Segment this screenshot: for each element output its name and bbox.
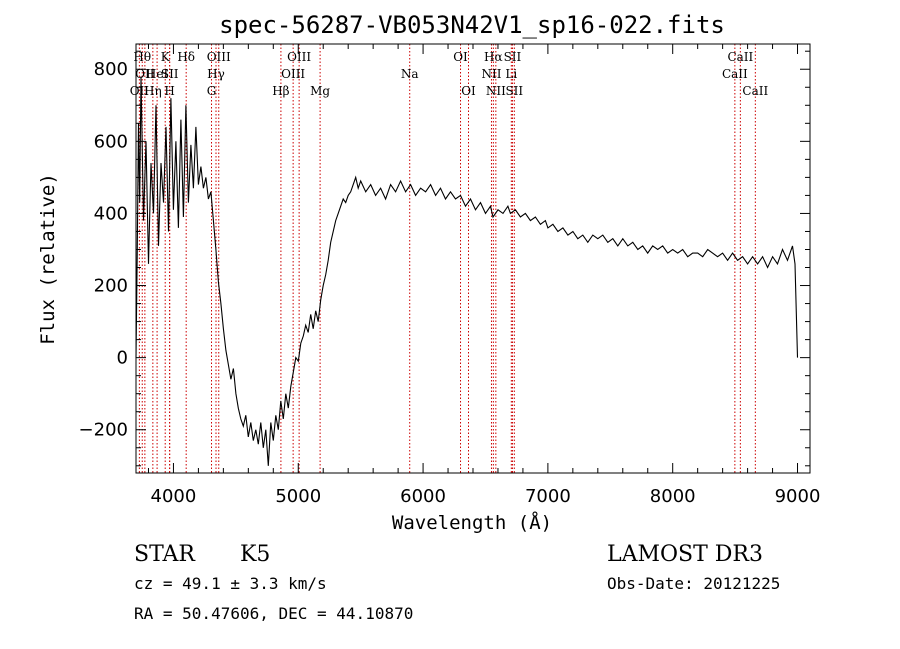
line-marker-label: Hη <box>144 84 162 98</box>
x-tick-label: 8000 <box>650 486 696 507</box>
line-marker-label: SII <box>504 50 522 64</box>
line-marker-label: NII <box>486 84 506 98</box>
object-class: STAR <box>134 542 196 567</box>
line-marker-label: OI <box>461 84 476 98</box>
line-marker-label: NII <box>481 67 501 81</box>
line-marker-label: CaII <box>742 84 768 98</box>
y-tick-label: −200 <box>79 420 128 441</box>
y-tick-label: 400 <box>94 203 128 224</box>
x-tick-label: 7000 <box>525 486 571 507</box>
x-tick-label: 6000 <box>400 486 446 507</box>
coordinates: RA = 50.47606, DEC = 44.10870 <box>134 604 413 623</box>
y-tick-label: 800 <box>94 59 128 80</box>
x-axis-ticks: 4000 5000 6000 7000 8000 9000 <box>147 44 821 507</box>
line-marker-label: CaII <box>722 67 748 81</box>
spectral-line-markers <box>138 44 756 473</box>
x-tick-label: 4000 <box>151 486 197 507</box>
y-axis-ticks: −200 0 200 400 600 800 <box>79 50 810 467</box>
line-marker-label: Hθ <box>133 50 151 64</box>
line-marker-label: OII <box>130 84 150 98</box>
y-tick-label: 0 <box>117 348 128 369</box>
line-marker-label: Hδ <box>177 50 195 64</box>
object-subclass: K5 <box>240 542 270 567</box>
line-marker-label: Li <box>505 67 517 81</box>
line-marker-label: H <box>164 84 174 98</box>
x-tick-label: 9000 <box>775 486 821 507</box>
line-marker-label: Hγ <box>207 67 225 81</box>
line-marker-label: OIII <box>287 50 311 64</box>
plot-frame <box>135 43 811 474</box>
y-tick-label: 600 <box>94 131 128 152</box>
line-marker-label: OII <box>135 67 155 81</box>
line-marker-label: G <box>207 84 217 98</box>
y-axis-label: Flux (relative) <box>37 173 59 345</box>
spectrum-series-line <box>135 76 799 466</box>
line-marker-label: Hβ <box>272 84 289 98</box>
chart-title: spec-56287-VB053N42V1_sp16-022.fits <box>219 11 725 39</box>
x-axis-label: Wavelength (Å) <box>392 511 552 534</box>
observation-date: Obs-Date: 20121225 <box>607 574 780 593</box>
line-marker-label: CaII <box>727 50 753 64</box>
spectral-line-labels: OIIHθOIIHηHeIKHSIIHδGHγOIIIHβOIIIOIIIMgN… <box>130 50 769 98</box>
line-marker-label: SII <box>505 84 523 98</box>
x-tick-label: 5000 <box>275 486 321 507</box>
line-marker-label: OIII <box>207 50 231 64</box>
line-marker-label: OIII <box>281 67 305 81</box>
line-marker-label: OI <box>453 50 468 64</box>
redshift-value: cz = 49.1 ± 3.3 km/s <box>134 574 327 593</box>
line-marker-label: Hα <box>484 50 503 64</box>
line-marker-label: SII <box>161 67 179 81</box>
y-tick-label: 200 <box>94 276 128 297</box>
survey-name: LAMOST DR3 <box>607 542 763 567</box>
line-marker-label: HeI <box>146 67 169 81</box>
line-marker-label: Na <box>401 67 419 81</box>
line-marker-label: Mg <box>310 84 330 98</box>
line-marker-label: K <box>161 50 171 64</box>
